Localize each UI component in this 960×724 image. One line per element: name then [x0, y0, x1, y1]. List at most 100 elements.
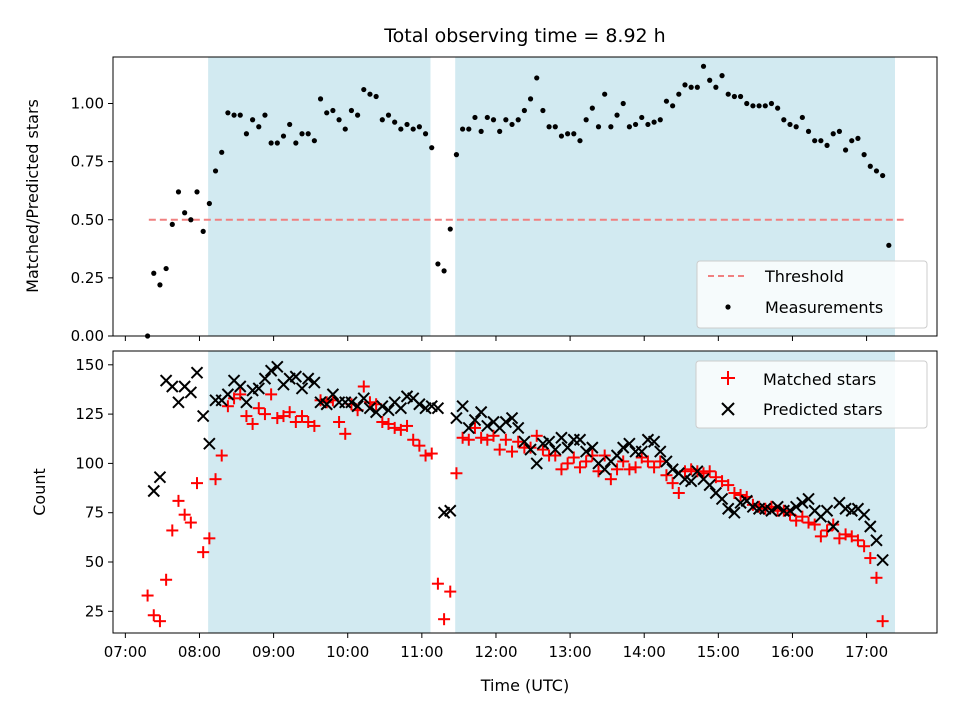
legend-threshold-label: Threshold — [764, 267, 844, 286]
matched-star-point — [283, 406, 296, 419]
x-axis-title: Time (UTC) — [480, 676, 569, 695]
measurement-point — [793, 124, 799, 130]
predicted-star-point — [586, 441, 599, 454]
matched-star-point — [277, 410, 290, 423]
matched-star-point — [845, 530, 858, 543]
matched-star-point — [363, 396, 376, 409]
predicted-star-point — [857, 508, 871, 521]
measurement-point — [299, 131, 305, 137]
matched-star-point — [203, 532, 216, 545]
predicted-star-point — [468, 413, 482, 427]
matched-star-point — [876, 615, 889, 628]
predicted-star-point — [474, 405, 488, 419]
top-xticks — [124, 336, 868, 341]
matched-star-point — [672, 486, 685, 499]
y-tick-label: 0.50 — [71, 211, 104, 229]
predicted-stars-layer — [147, 360, 889, 567]
x-tick-label: 13:00 — [548, 643, 591, 661]
matched-star-point — [308, 419, 321, 432]
matched-star-point — [808, 518, 821, 531]
top-panel: 0.00 0.25 0.50 0.75 1.00 Matched/Predicted s… — [23, 56, 938, 345]
measurement-point — [836, 128, 843, 134]
measurement-point — [336, 117, 342, 123]
y-tick-label: 150 — [75, 356, 104, 374]
measurement-point — [472, 114, 478, 121]
matched-star-point — [598, 449, 611, 462]
matched-star-point — [858, 540, 871, 553]
measurement-point — [225, 110, 231, 116]
matched-star-point — [561, 457, 574, 470]
measurement-point — [812, 138, 818, 144]
predicted-star-point — [796, 496, 809, 510]
matched-star-point — [160, 573, 173, 586]
predicted-star-point — [444, 504, 457, 517]
matched-star-point — [604, 473, 617, 486]
matched-star-point — [524, 441, 537, 454]
measurement-point — [237, 112, 243, 118]
predicted-star-point — [722, 502, 735, 515]
measurement-point — [194, 189, 200, 195]
predicted-star-point — [481, 419, 494, 433]
predicted-star-point — [147, 484, 160, 498]
matched-star-point — [147, 609, 160, 622]
measurement-point — [842, 147, 849, 153]
matched-star-point — [228, 392, 241, 405]
predicted-star-point — [555, 431, 568, 444]
measurement-point — [670, 103, 676, 109]
matched-star-point — [716, 475, 729, 488]
measurement-point — [219, 149, 225, 155]
predicted-star-point — [264, 364, 278, 377]
measurement-point — [651, 119, 657, 125]
matched-star-point — [796, 510, 809, 523]
y-tick-label: 100 — [75, 454, 104, 472]
matched-star-point — [790, 514, 803, 527]
measurement-point — [565, 131, 571, 137]
measurement-point — [824, 142, 830, 148]
matched-star-point — [339, 427, 352, 440]
matched-star-point — [141, 589, 154, 602]
measurement-point — [756, 103, 762, 109]
predicted-star-point — [610, 449, 624, 462]
matched-star-point — [246, 417, 259, 430]
measurement-point — [404, 121, 410, 128]
measurement-point — [614, 112, 620, 118]
measurement-point — [262, 112, 268, 118]
y-tick-label: 75 — [85, 504, 104, 522]
measurement-point — [620, 100, 626, 107]
bottom-legend: Matched stars Predicted stars — [695, 360, 928, 429]
predicted-star-point — [530, 457, 543, 470]
measurement-point — [521, 107, 527, 114]
bottom-legend-box — [695, 360, 928, 429]
matched-star-point — [413, 439, 426, 452]
measurement-point — [861, 152, 867, 158]
matched-star-point — [302, 415, 315, 428]
x-tick-label: 14:00 — [623, 643, 666, 661]
matched-star-point — [734, 488, 747, 501]
predicted-star-point — [684, 474, 698, 488]
measurement-point — [583, 117, 589, 123]
measurement-point — [348, 107, 355, 114]
predicted-star-point — [252, 382, 265, 395]
matched-star-point — [512, 435, 525, 448]
measurement-point — [188, 217, 194, 223]
predicted-star-point — [376, 400, 389, 413]
y-tick-label: 50 — [85, 553, 104, 571]
measurement-point — [249, 117, 256, 123]
predicted-star-point — [295, 382, 309, 395]
matched-star-point — [629, 461, 642, 474]
predicted-star-point — [221, 388, 235, 401]
matched-star-point — [648, 461, 661, 474]
matched-star-point — [709, 471, 722, 484]
measurement-point — [558, 133, 565, 139]
predicted-star-point — [190, 366, 204, 379]
measurement-point — [571, 131, 577, 137]
x-tick-label: 07:00 — [104, 643, 147, 661]
measurement-point — [589, 105, 595, 111]
measurement-point — [645, 121, 651, 128]
predicted-star-point — [549, 443, 562, 456]
measurement-point — [818, 138, 824, 144]
predicted-star-point — [876, 553, 889, 567]
predicted-star-point — [703, 478, 716, 492]
measurement-point — [466, 126, 472, 132]
x-tick-label: 17:00 — [845, 643, 888, 661]
